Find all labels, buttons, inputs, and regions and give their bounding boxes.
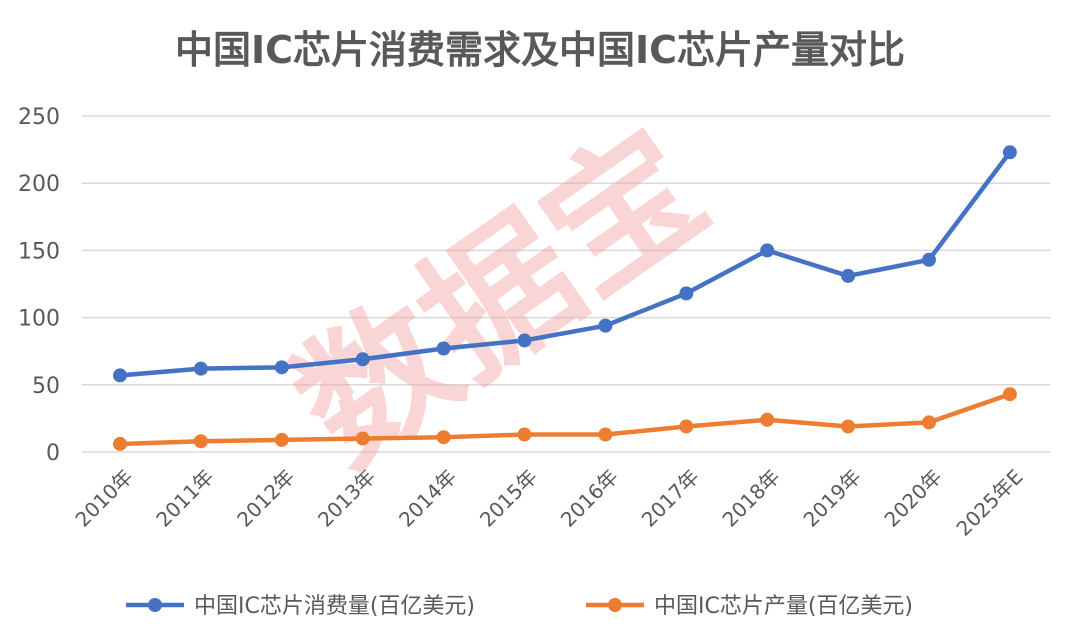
y-tick-label: 50 <box>32 374 60 399</box>
y-axis: 0 50 100 150 200 250 <box>18 105 60 466</box>
data-point <box>436 430 451 445</box>
gridlines <box>82 115 1050 453</box>
data-point <box>922 252 936 267</box>
data-point <box>1002 145 1017 160</box>
series-layer <box>113 145 1017 451</box>
data-point <box>355 431 370 446</box>
data-point <box>1002 387 1017 402</box>
legend-marker <box>608 598 622 612</box>
x-tick-label: 2018年 <box>718 465 785 532</box>
data-point <box>113 436 127 451</box>
legend-label: 中国IC芯片产量(百亿美元) <box>654 594 913 619</box>
y-tick-label: 0 <box>46 441 60 466</box>
data-point <box>679 286 694 301</box>
x-tick-label: 2016年 <box>556 465 623 532</box>
x-tick-label: 2010年 <box>70 465 137 532</box>
series-line <box>117 391 1013 447</box>
legend-label: 中国IC芯片消费量(百亿美元) <box>194 594 475 619</box>
data-point <box>598 318 613 333</box>
data-point <box>436 341 451 356</box>
x-tick-label: 2017年 <box>637 465 704 532</box>
data-point <box>517 427 532 442</box>
y-tick-label: 200 <box>18 172 60 197</box>
data-point <box>760 412 775 427</box>
data-point <box>274 432 289 447</box>
data-point <box>274 360 289 375</box>
data-point <box>841 419 856 434</box>
legend: 中国IC芯片消费量(百亿美元) 中国IC芯片产量(百亿美元) <box>126 594 913 619</box>
y-tick-label: 250 <box>18 105 60 130</box>
x-tick-label: 2025年E <box>951 465 1027 541</box>
x-tick-label: 2011年 <box>151 465 218 532</box>
data-point <box>113 368 127 383</box>
x-tick-label: 2014年 <box>394 465 461 532</box>
data-point <box>679 419 694 434</box>
data-point <box>922 415 936 430</box>
y-tick-label: 150 <box>18 239 60 264</box>
series-1 <box>113 145 1017 383</box>
data-point <box>760 243 775 258</box>
y-tick-label: 100 <box>18 307 60 332</box>
series-line <box>117 150 1013 378</box>
data-point <box>355 352 370 367</box>
legend-item: 中国IC芯片消费量(百亿美元) <box>126 594 475 619</box>
legend-marker <box>148 598 162 612</box>
x-tick-label: 2019年 <box>799 465 866 532</box>
x-tick-label: 2012年 <box>232 465 299 532</box>
x-axis: 2010年 2011年 2012年 2013年 2014年 2015年 2016年 2017年… <box>70 465 1027 541</box>
chart-title: 中国IC芯片消费需求及中国IC芯片产量对比 <box>175 28 905 72</box>
legend-item: 中国IC芯片产量(百亿美元) <box>586 594 913 619</box>
x-tick-label: 2015年 <box>475 465 542 532</box>
series-2 <box>113 387 1017 451</box>
data-point <box>193 434 208 449</box>
data-point <box>841 268 856 283</box>
x-tick-label: 2020年 <box>879 465 946 532</box>
data-point <box>598 427 613 442</box>
data-point <box>193 361 208 376</box>
data-point <box>517 333 532 348</box>
